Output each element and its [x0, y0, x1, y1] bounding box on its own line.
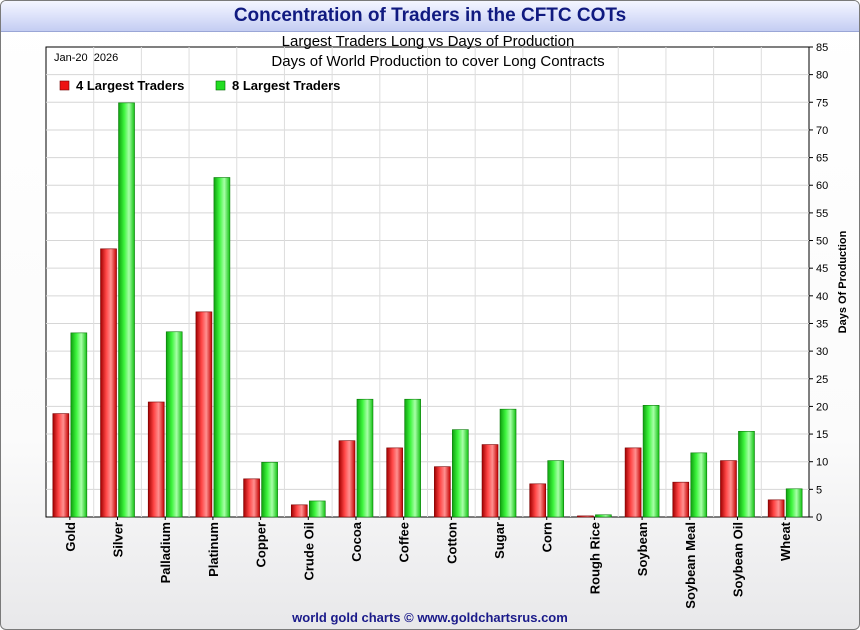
- bar-8-largest-traders-corn: [547, 460, 565, 518]
- x-tick-label-cotton: Cotton: [444, 522, 459, 564]
- x-tick-label-soybean-oil: Soybean Oil: [730, 522, 745, 597]
- y-tick-label: 25: [816, 374, 828, 386]
- x-tick-label-coffee: Coffee: [397, 522, 412, 562]
- y-tick-label: 80: [816, 70, 828, 82]
- x-tick-label-wheat: Wheat: [778, 521, 793, 561]
- legend: 4 Largest Traders 8 Largest Traders: [59, 78, 340, 93]
- bar-8-largest-traders-sugar: [499, 408, 517, 518]
- bar-8-largest-traders-wheat: [785, 488, 803, 518]
- y-tick-label: 70: [816, 125, 828, 137]
- footer-credit: world gold charts © www.goldchartsrus.co…: [292, 610, 568, 625]
- bar-4-largest-traders-silver: [100, 248, 117, 518]
- bar-4-largest-traders-corn: [529, 483, 547, 518]
- x-tick-label-gold: Gold: [63, 522, 78, 552]
- bar-4-largest-traders-cotton: [434, 466, 451, 518]
- bar-8-largest-traders-silver: [118, 102, 135, 518]
- legend-label-8-largest: 8 Largest Traders: [232, 78, 340, 93]
- x-tick-label-soybean: Soybean: [635, 522, 650, 576]
- x-tick-label-crude-oil: Crude Oil: [301, 522, 316, 581]
- y-tick-label: 0: [816, 512, 822, 524]
- y-tick-label: 55: [816, 208, 828, 220]
- legend-swatch-4-largest: [59, 80, 70, 91]
- x-tick-label-rough-rice: Rough Rice: [587, 522, 602, 594]
- bar-8-largest-traders-cotton: [452, 429, 469, 518]
- bar-4-largest-traders-copper: [243, 478, 260, 518]
- bar-4-largest-traders-soybean: [624, 447, 642, 518]
- bar-4-largest-traders-sugar: [481, 444, 499, 518]
- y-tick-label: 30: [816, 346, 828, 358]
- bar-8-largest-traders-soybean: [642, 405, 660, 518]
- y-tick-label: 45: [816, 263, 828, 275]
- legend-label-4-largest: 4 Largest Traders: [76, 78, 184, 93]
- bar-4-largest-traders-gold: [52, 413, 70, 518]
- bar-4-largest-traders-rough-rice: [577, 515, 594, 518]
- x-tick-label-platinum: Platinum: [206, 522, 221, 577]
- bar-4-largest-traders-crude-oil: [290, 504, 308, 518]
- bar-4-largest-traders-coffee: [386, 447, 403, 518]
- y-tick-label: 85: [816, 42, 828, 54]
- bar-8-largest-traders-coffee: [404, 398, 421, 518]
- bar-4-largest-traders-wheat: [767, 499, 785, 518]
- y-tick-label: 60: [816, 180, 828, 192]
- x-tick-label-palladium: Palladium: [158, 522, 173, 583]
- y-tick-label: 15: [816, 429, 828, 441]
- bar-4-largest-traders-soybean-oil: [720, 460, 737, 518]
- y-tick-label: 10: [816, 457, 828, 469]
- y-tick-label: 40: [816, 291, 828, 303]
- bar-8-largest-traders-soybean-meal: [690, 452, 708, 518]
- date-label: Jan-20 2026: [54, 52, 118, 64]
- bar-4-largest-traders-palladium: [147, 401, 165, 518]
- chart-subtitle-2: Days of World Production to cover Long C…: [271, 53, 604, 70]
- x-tick-label-cocoa: Cocoa: [349, 521, 364, 562]
- bars: [52, 102, 803, 518]
- y-tick-label: 20: [816, 401, 828, 413]
- y-axis-label: Days Of Production: [837, 230, 849, 333]
- bar-8-largest-traders-crude-oil: [308, 500, 326, 518]
- legend-swatch-8-largest: [215, 80, 226, 91]
- x-tick-label-silver: Silver: [111, 522, 126, 557]
- y-tick-label: 75: [816, 97, 828, 109]
- bar-8-largest-traders-copper: [261, 461, 278, 518]
- bar-4-largest-traders-platinum: [195, 311, 213, 518]
- title-bar: Concentration of Traders in the CFTC COT…: [1, 1, 859, 32]
- bar-8-largest-traders-palladium: [165, 331, 183, 518]
- y-tick-label: 50: [816, 236, 828, 248]
- bar-4-largest-traders-soybean-meal: [672, 481, 690, 518]
- bar-8-largest-traders-cocoa: [356, 398, 374, 518]
- bar-8-largest-traders-soybean-oil: [738, 430, 755, 518]
- y-tick-label: 35: [816, 318, 828, 330]
- bar-4-largest-traders-cocoa: [338, 440, 356, 518]
- x-tick-label-soybean-meal: Soybean Meal: [683, 522, 698, 609]
- bar-8-largest-traders-gold: [70, 332, 88, 518]
- bar-8-largest-traders-platinum: [213, 177, 231, 518]
- x-tick-label-sugar: Sugar: [492, 522, 507, 559]
- chart-subtitle-1: Largest Traders Long vs Days of Producti…: [282, 33, 575, 50]
- y-tick-label: 65: [816, 153, 828, 165]
- x-tick-label-copper: Copper: [254, 522, 269, 568]
- axes: 0 5 10 15 20 25 30 35 40 45 50 55 60 65 70 75 80 85 Gold Si…: [63, 42, 828, 609]
- y-tick-label: 5: [816, 484, 822, 496]
- x-tick-label-corn: Corn: [540, 522, 555, 552]
- chart-title: Concentration of Traders in the CFTC COT…: [233, 5, 627, 26]
- bar-8-largest-traders-rough-rice: [595, 514, 612, 518]
